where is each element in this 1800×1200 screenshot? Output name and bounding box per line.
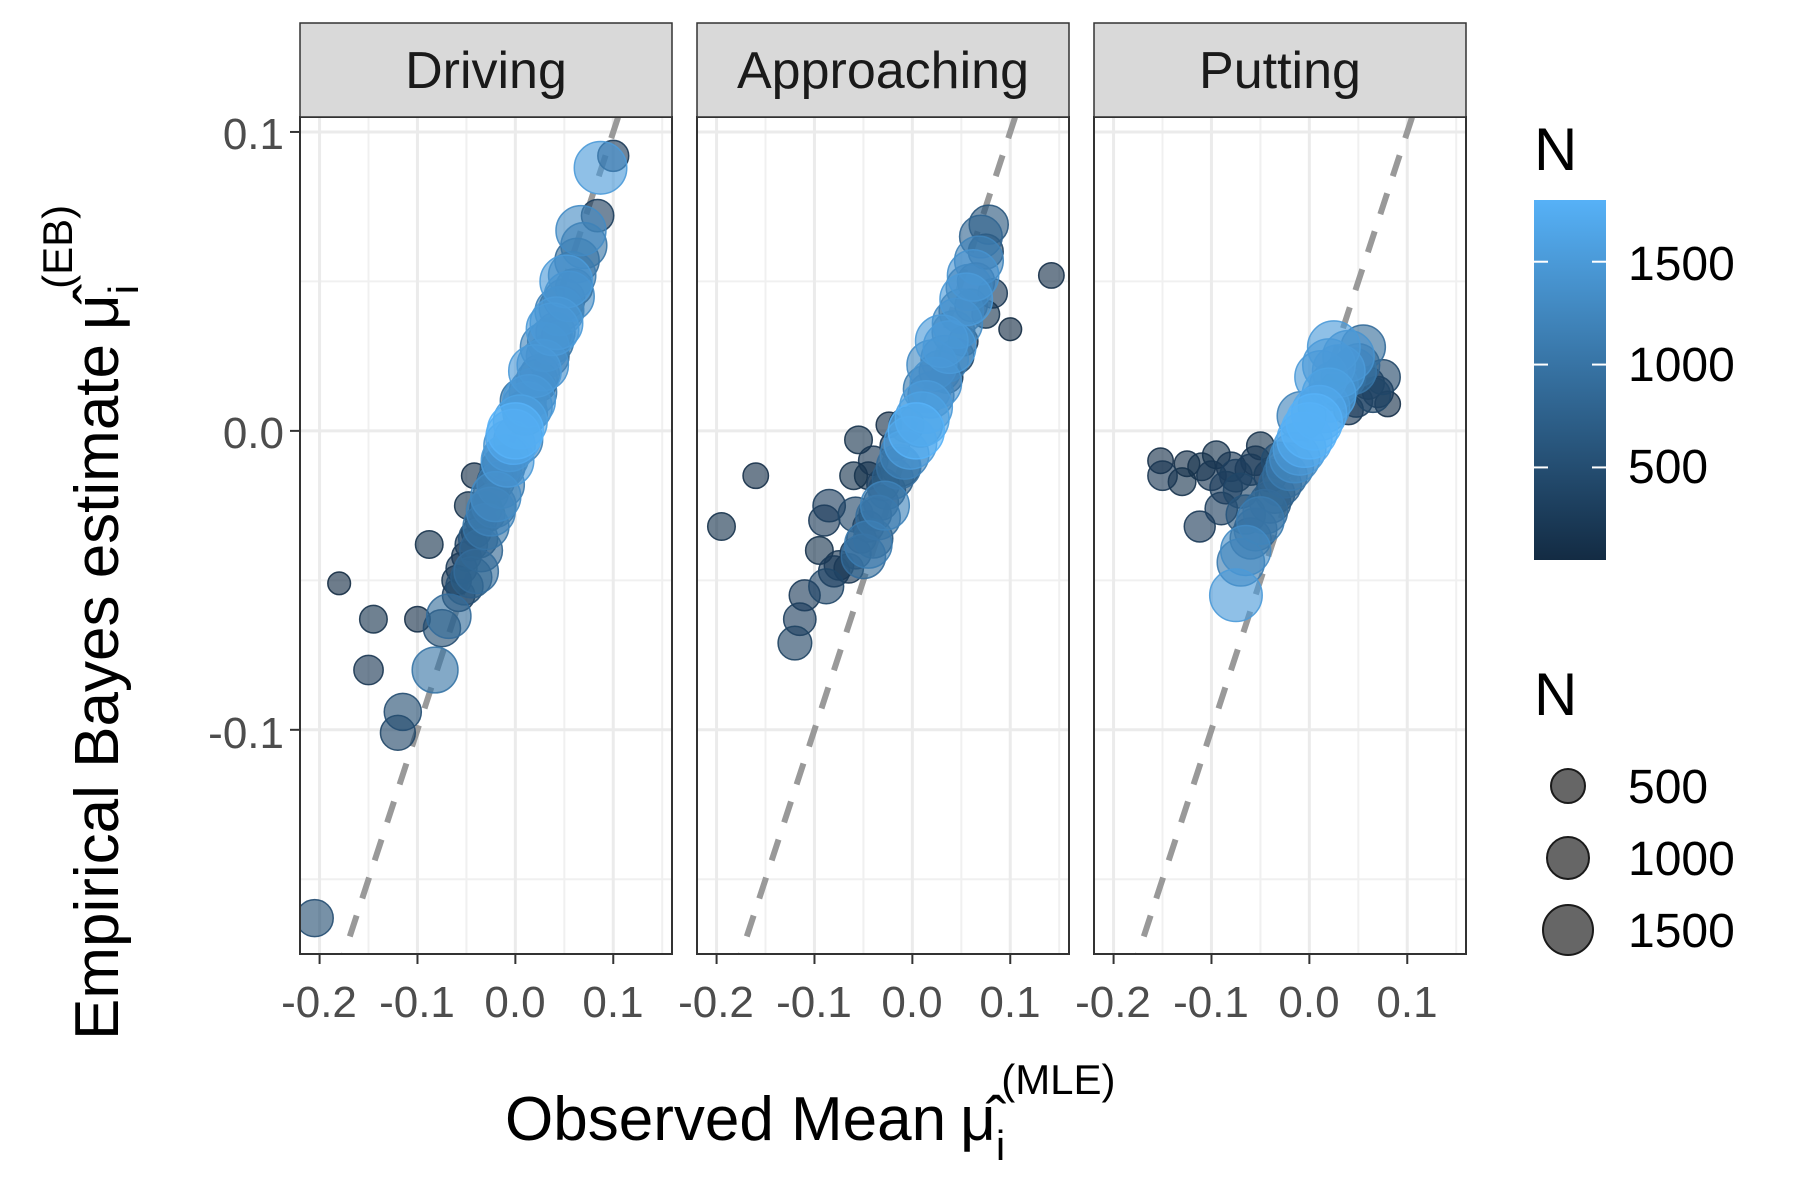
x-tick-label: 0.0 — [881, 978, 942, 1027]
x-tick-label: -0.2 — [281, 978, 357, 1027]
data-point — [507, 344, 562, 399]
facet-strips: Driving Approaching Putting — [299, 22, 1467, 118]
x-axis-approaching: -0.2 -0.1 0.0 0.1 — [678, 978, 1041, 1027]
y-tick-label: -0.1 — [208, 709, 284, 758]
x-axis-title-superscript: (MLE) — [1001, 1056, 1115, 1103]
data-point — [808, 568, 845, 605]
color-legend-label: 1500 — [1628, 238, 1735, 291]
data-point — [887, 402, 946, 460]
x-axis-title-words: Observed Mean — [505, 1085, 946, 1154]
y-axis: 0.1 0.0 -0.1 — [208, 110, 284, 758]
strip-label-putting: Putting — [1199, 42, 1361, 100]
size-legend-label: 500 — [1628, 761, 1708, 814]
data-point — [555, 204, 607, 257]
strip-label-driving: Driving — [405, 42, 567, 100]
y-tick-label: 0.0 — [223, 409, 284, 458]
x-axis-title-subscript: i — [996, 1122, 1005, 1169]
data-point — [425, 593, 472, 640]
strip-background-approaching — [696, 22, 1070, 118]
size-legend-key-medium — [1546, 836, 1590, 880]
x-tick-label: 0.0 — [484, 978, 545, 1027]
data-point — [353, 654, 384, 686]
y-axis-title-words: Empirical Bayes estimate — [63, 344, 132, 1040]
panel-background — [1094, 117, 1466, 954]
size-legend-key-large — [1542, 904, 1594, 956]
strip-label-approaching: Approaching — [737, 42, 1029, 100]
facet-panels — [290, 116, 1467, 964]
x-tick-label: -0.2 — [1075, 978, 1151, 1027]
data-point — [414, 529, 444, 559]
data-point — [998, 317, 1023, 342]
size-legend-title: N — [1534, 661, 1577, 728]
panel-plot-area — [706, 117, 1065, 954]
y-axis-title-superscript: (EB) — [34, 205, 81, 289]
strip-background-driving — [299, 22, 673, 118]
x-tick-label: 0.1 — [1376, 978, 1437, 1027]
x-axis-putting: -0.2 -0.1 0.0 0.1 — [1075, 978, 1438, 1027]
data-point — [573, 140, 628, 195]
y-axis-title: Empirical Bayes estimateμ̂i(EB) — [34, 205, 147, 1040]
color-legend-bar — [1534, 200, 1606, 560]
panel-driving — [290, 116, 673, 964]
color-legend-label: 1000 — [1628, 339, 1735, 392]
data-point — [742, 462, 770, 490]
y-axis-title-subscript: i — [100, 285, 147, 294]
x-tick-label: 0.0 — [1278, 978, 1339, 1027]
x-tick-label: -0.1 — [379, 978, 455, 1027]
panel-plot-area — [1134, 117, 1416, 954]
y-axis-title-text: Empirical Bayes estimateμ̂i(EB) — [34, 205, 147, 1040]
data-point — [300, 898, 334, 938]
x-tick-label: -0.1 — [1173, 978, 1249, 1027]
data-point — [1183, 510, 1216, 543]
color-legend-label: 500 — [1628, 441, 1708, 494]
size-legend-key-small — [1550, 768, 1586, 804]
data-point — [1037, 261, 1065, 289]
size-legend-label: 1000 — [1628, 833, 1735, 886]
data-point — [844, 425, 874, 455]
size-legend-label: 1500 — [1628, 905, 1735, 958]
data-point — [1219, 524, 1272, 577]
data-point — [411, 646, 459, 694]
x-tick-label: -0.2 — [678, 978, 754, 1027]
panel-putting — [1093, 116, 1467, 964]
strip-background-putting — [1093, 22, 1467, 118]
data-point — [383, 692, 423, 732]
x-tick-label: -0.1 — [776, 978, 852, 1027]
data-point — [777, 625, 813, 661]
data-point — [453, 548, 500, 595]
data-point — [1147, 460, 1178, 492]
data-point — [706, 512, 736, 542]
panel-plot-area — [300, 117, 630, 954]
color-legend-ticks — [1534, 260, 1606, 469]
panel-approaching — [696, 116, 1070, 964]
x-tick-label: 0.1 — [979, 978, 1040, 1027]
x-axis-title: Observed Mean μ̂i(MLE) — [505, 1056, 1116, 1169]
data-point — [1208, 568, 1263, 623]
color-legend: N 1500 1000 500 — [1534, 116, 1735, 560]
data-point — [914, 314, 969, 369]
color-legend-title: N — [1534, 116, 1577, 183]
data-point — [939, 272, 994, 327]
data-point — [1280, 402, 1339, 460]
data-point — [327, 571, 352, 596]
x-tick-label: 0.1 — [582, 978, 643, 1027]
data-point — [486, 402, 545, 460]
x-axis-driving: -0.2 -0.1 0.0 0.1 — [281, 978, 644, 1027]
data-point — [358, 604, 388, 634]
data-point — [1306, 320, 1361, 375]
x-axis-title-text: Observed Mean μ̂i(MLE) — [505, 1056, 1116, 1169]
y-tick-label: 0.1 — [223, 110, 284, 159]
data-point — [859, 480, 911, 531]
size-legend: N 500 1000 1500 — [1534, 661, 1735, 958]
